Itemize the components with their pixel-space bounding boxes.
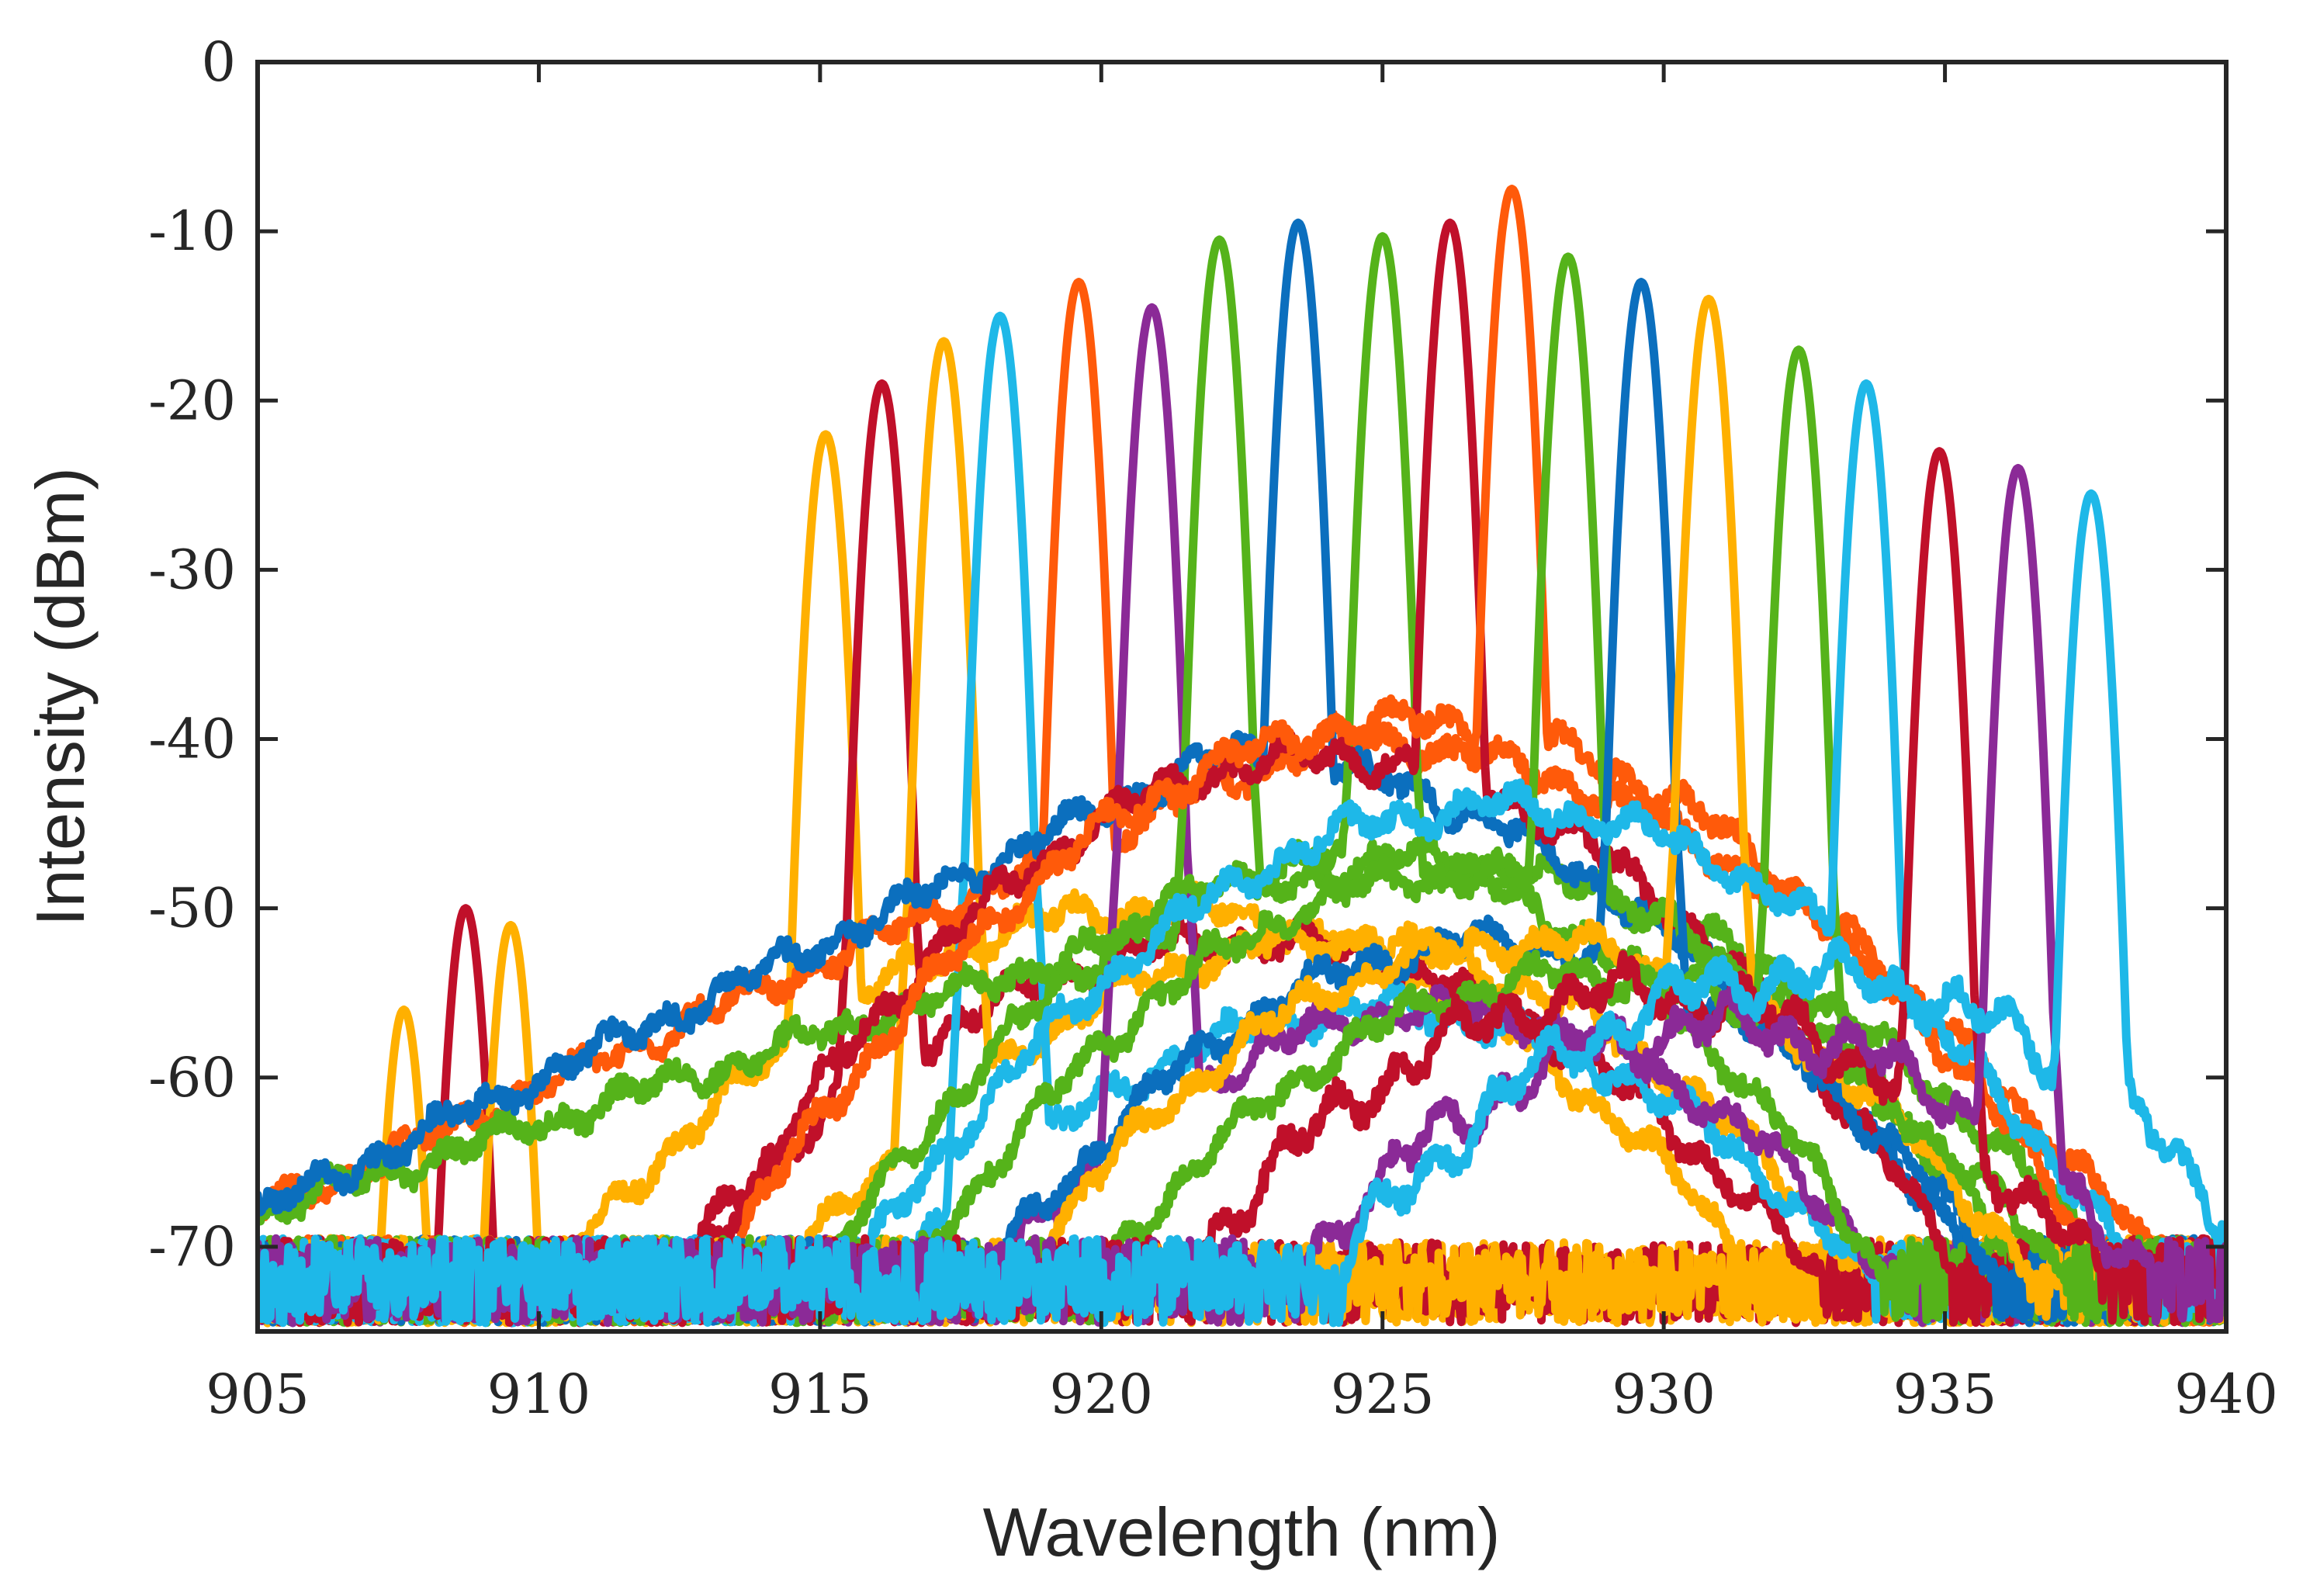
y-tick-label: -30 <box>148 538 236 601</box>
x-tick-label: 940 <box>2174 1362 2278 1426</box>
series-line-blue-923.5 <box>258 218 2226 1328</box>
tick-layer: 905 910 915 920 925 930 935 940 0 -10 -20 -30 -40 -50… <box>148 30 2278 1426</box>
plot-frame <box>255 60 2229 1334</box>
x-tick-label: 905 <box>206 1362 310 1426</box>
y-tick-label: -60 <box>148 1046 236 1110</box>
y-tick-label: -50 <box>148 877 236 940</box>
x-axis-title: Wavelength (nm) <box>983 1494 1501 1570</box>
x-tick-label: 910 <box>487 1362 591 1426</box>
x-tick-label: 930 <box>1612 1362 1716 1426</box>
x-tick-label: 935 <box>1893 1362 1997 1426</box>
y-tick-label: -20 <box>148 369 236 432</box>
x-tick-label: 915 <box>768 1362 872 1426</box>
y-tick-label: -10 <box>148 199 236 263</box>
y-axis-title: Intensity (dBm) <box>22 467 99 926</box>
x-tick-label: 920 <box>1049 1362 1153 1426</box>
series-line-cyan-937.6 <box>258 489 2226 1328</box>
x-tick-label: 925 <box>1331 1362 1435 1426</box>
series-layer <box>258 185 2226 1328</box>
y-tick-label: 0 <box>201 30 236 94</box>
y-tick-label: -40 <box>148 708 236 771</box>
y-tick-label: -70 <box>148 1215 236 1279</box>
